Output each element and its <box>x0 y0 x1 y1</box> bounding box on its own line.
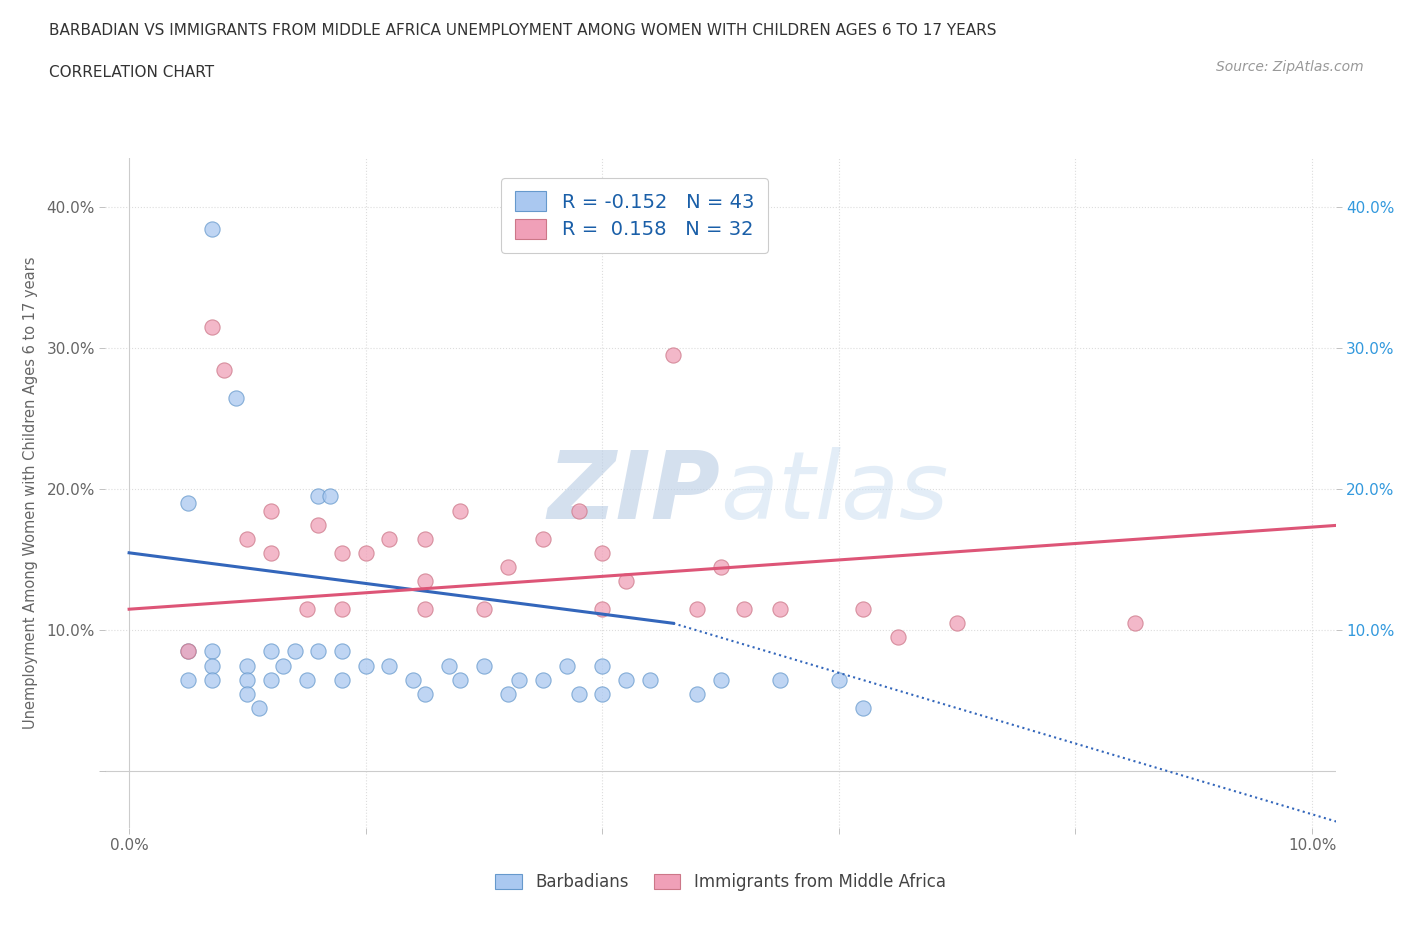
Point <box>638 672 661 687</box>
Point <box>946 616 969 631</box>
Point <box>496 686 519 701</box>
Point <box>307 489 329 504</box>
Point <box>686 602 709 617</box>
Text: Source: ZipAtlas.com: Source: ZipAtlas.com <box>1216 60 1364 74</box>
Point <box>260 644 283 659</box>
Point <box>307 517 329 532</box>
Point <box>531 531 554 546</box>
Point <box>354 545 377 560</box>
Point <box>177 644 200 659</box>
Point <box>201 672 224 687</box>
Point <box>354 658 377 673</box>
Point <box>201 658 224 673</box>
Point <box>236 686 259 701</box>
Point <box>413 574 436 589</box>
Point <box>413 686 436 701</box>
Point <box>378 531 401 546</box>
Point <box>413 531 436 546</box>
Point <box>236 672 259 687</box>
Point <box>568 503 591 518</box>
Point <box>709 560 731 575</box>
Point <box>319 489 342 504</box>
Point <box>295 672 318 687</box>
Text: atlas: atlas <box>721 447 949 538</box>
Point <box>591 545 613 560</box>
Point <box>177 672 200 687</box>
Point <box>614 672 637 687</box>
Point <box>177 496 200 511</box>
Point <box>591 602 613 617</box>
Point <box>177 644 200 659</box>
Point <box>378 658 401 673</box>
Point <box>496 560 519 575</box>
Point <box>555 658 578 673</box>
Point <box>614 574 637 589</box>
Point <box>201 221 224 236</box>
Point <box>413 602 436 617</box>
Point <box>733 602 755 617</box>
Point <box>851 602 873 617</box>
Point <box>437 658 460 673</box>
Point <box>330 672 353 687</box>
Point <box>271 658 294 673</box>
Point <box>769 602 792 617</box>
Point <box>472 658 495 673</box>
Text: BARBADIAN VS IMMIGRANTS FROM MIDDLE AFRICA UNEMPLOYMENT AMONG WOMEN WITH CHILDRE: BARBADIAN VS IMMIGRANTS FROM MIDDLE AFRI… <box>49 23 997 38</box>
Point <box>402 672 425 687</box>
Point <box>307 644 329 659</box>
Point <box>568 686 591 701</box>
Text: ZIP: ZIP <box>548 447 721 538</box>
Point <box>472 602 495 617</box>
Point <box>330 602 353 617</box>
Point <box>828 672 851 687</box>
Point <box>531 672 554 687</box>
Point <box>236 658 259 673</box>
Point <box>662 348 685 363</box>
Point <box>887 630 910 644</box>
Point <box>449 503 471 518</box>
Point <box>225 391 247 405</box>
Point <box>201 320 224 335</box>
Point <box>330 545 353 560</box>
Point <box>201 644 224 659</box>
Y-axis label: Unemployment Among Women with Children Ages 6 to 17 years: Unemployment Among Women with Children A… <box>24 257 38 729</box>
Point <box>851 700 873 715</box>
Point <box>1123 616 1146 631</box>
Legend: Barbadians, Immigrants from Middle Africa: Barbadians, Immigrants from Middle Afric… <box>486 865 955 899</box>
Point <box>591 658 613 673</box>
Point <box>236 531 259 546</box>
Point <box>247 700 270 715</box>
Point <box>709 672 731 687</box>
Point <box>260 503 283 518</box>
Point <box>508 672 530 687</box>
Point <box>769 672 792 687</box>
Point <box>284 644 307 659</box>
Point <box>260 672 283 687</box>
Text: CORRELATION CHART: CORRELATION CHART <box>49 65 214 80</box>
Point <box>295 602 318 617</box>
Point <box>686 686 709 701</box>
Point <box>591 686 613 701</box>
Point <box>212 362 235 377</box>
Point <box>449 672 471 687</box>
Point <box>260 545 283 560</box>
Point <box>330 644 353 659</box>
